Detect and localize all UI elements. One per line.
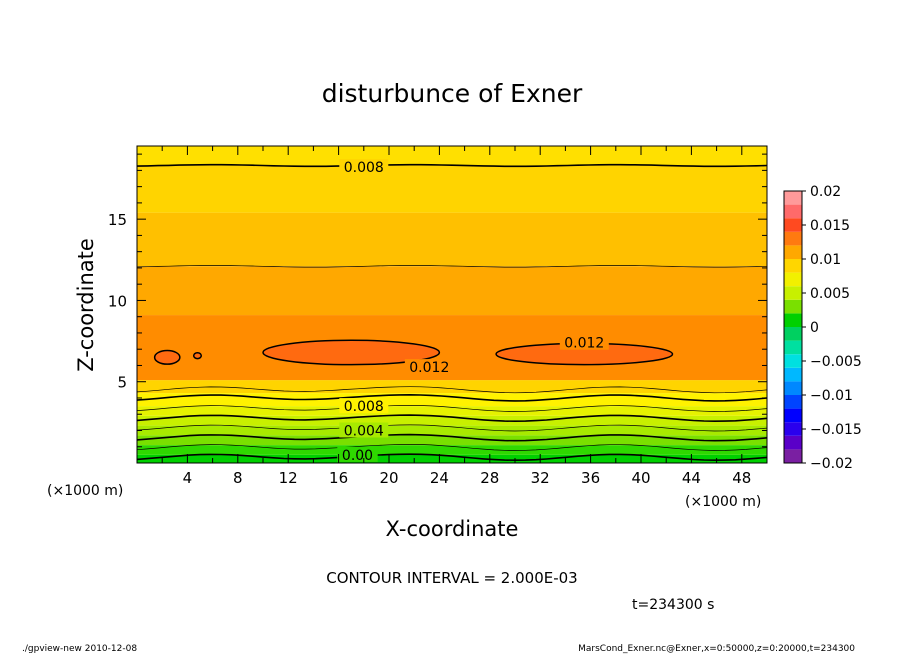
- contour-label-2: 0.004: [344, 423, 384, 439]
- colorbar-label-2: 0.01: [810, 252, 841, 268]
- colorbar-label-7: −0.015: [810, 422, 862, 438]
- fill-band-12: [137, 146, 767, 166]
- fill-band-6: [137, 393, 767, 407]
- colorbar-swatch-10: [784, 313, 802, 327]
- contour-line-9: [136, 163, 768, 168]
- colorbar-swatch-0: [784, 449, 802, 463]
- colorbar-label-1: 0.015: [810, 218, 850, 234]
- colorbar-label-8: −0.02: [810, 456, 853, 472]
- contour-label-3: 0.00: [342, 448, 373, 464]
- colorbar-label-4: 0: [810, 320, 819, 336]
- plot-frame: [136, 145, 768, 464]
- y-unit-label: (×1000 m): [47, 483, 123, 499]
- colorbar-swatch-2: [784, 422, 802, 436]
- colorbar-label-5: −0.005: [810, 354, 862, 370]
- y-tick-label-10: 10: [108, 292, 127, 310]
- contour-line-3: [136, 424, 768, 432]
- colorbar-swatch-4: [784, 395, 802, 409]
- colorbar-swatch-8: [784, 340, 802, 355]
- colorbar-swatch-7: [784, 354, 802, 368]
- y-tick-label-5: 5: [117, 374, 127, 392]
- colorbar-swatch-5: [784, 381, 802, 395]
- contour-label-4: 0.012: [409, 360, 449, 376]
- x-tick-label-40: 40: [631, 469, 650, 487]
- x-tick-label-32: 32: [531, 469, 550, 487]
- contour-line-8: [136, 265, 768, 268]
- contour-label-bg-0: [339, 159, 389, 175]
- footer-left: ./gpview-new 2010-12-08: [22, 644, 137, 654]
- colorbar-swatch-6: [784, 367, 802, 382]
- fill-band-1: [137, 445, 767, 455]
- contour-line-1: [136, 444, 768, 451]
- chart-title: disturbunce of Exner: [322, 79, 583, 108]
- contour-line-6: [136, 393, 768, 402]
- fill-band-10: [137, 212, 767, 267]
- colorbar-swatch-17: [784, 218, 802, 232]
- contour-label-1: 0.008: [344, 399, 384, 415]
- x-tick-label-20: 20: [379, 469, 398, 487]
- x-tick-label-24: 24: [430, 469, 449, 487]
- x-unit-label: (×1000 m): [685, 494, 761, 510]
- x-tick-label-4: 4: [183, 469, 193, 487]
- closed-contour-2: [262, 339, 441, 366]
- colorbar-label-3: 0.005: [810, 286, 850, 302]
- contour-label-bg-2: [339, 422, 389, 438]
- colorbar-label-6: −0.01: [810, 388, 853, 404]
- fill-band-7: [137, 380, 767, 394]
- x-tick-label-48: 48: [732, 469, 751, 487]
- colorbar-swatch-13: [784, 272, 802, 287]
- fill-band-0: [137, 454, 767, 463]
- fill-band-2: [137, 435, 767, 446]
- colorbar-swatch-3: [784, 408, 802, 423]
- colorbar-swatch-14: [784, 259, 802, 273]
- fill-band-4: [137, 415, 767, 426]
- footer-right: MarsCond_Exner.nc@Exner,x=0:50000,z=0:20…: [578, 644, 855, 654]
- contour-label-bg-5: [559, 334, 609, 350]
- y-axis-title: Z-coordinate: [74, 238, 98, 372]
- contour-label-bg-4: [404, 359, 454, 375]
- colorbar-swatch-19: [784, 191, 802, 205]
- colorbar-swatch-9: [784, 327, 802, 341]
- contour-line-7: [136, 386, 768, 394]
- colorbar-swatch-11: [784, 299, 802, 314]
- fill-band-11: [137, 165, 767, 213]
- fill-band-3: [137, 425, 767, 436]
- contour-label-bg-3: [337, 446, 378, 462]
- colorbar-swatch-15: [784, 245, 802, 259]
- contour-label-0: 0.008: [344, 160, 384, 176]
- fill-band-5: [137, 406, 767, 416]
- x-tick-label-8: 8: [233, 469, 243, 487]
- time-text: t=234300 s: [632, 597, 714, 613]
- colorbar-label-0: 0.02: [810, 184, 841, 200]
- x-tick-label-12: 12: [279, 469, 298, 487]
- colorbar-swatch-16: [784, 231, 802, 246]
- x-tick-label-36: 36: [581, 469, 600, 487]
- x-tick-label-28: 28: [480, 469, 499, 487]
- colorbar-swatch-18: [784, 204, 802, 219]
- x-tick-label-16: 16: [329, 469, 348, 487]
- x-tick-label-44: 44: [682, 469, 701, 487]
- colorbar-swatch-12: [784, 286, 802, 300]
- contour-line-0: [136, 453, 768, 462]
- closed-contour-1: [192, 352, 203, 360]
- colorbar-swatch-1: [784, 435, 802, 450]
- contour-line-4: [136, 414, 768, 423]
- contour-label-5: 0.012: [564, 336, 604, 352]
- x-axis-title: X-coordinate: [386, 517, 519, 541]
- fill-band-9: [137, 266, 767, 316]
- contour-interval-text: CONTOUR INTERVAL = 2.000E-03: [326, 569, 577, 587]
- contour-label-bg-1: [339, 398, 389, 414]
- y-tick-label-15: 15: [108, 211, 127, 229]
- closed-contour-0: [153, 349, 181, 365]
- colorbar: 0.02 0.015 0.01 0.005 0 −0.005 −0.01 −0.015 −0.0…: [783, 184, 862, 472]
- contour-line-2: [136, 433, 768, 442]
- contour-line-5: [136, 405, 768, 412]
